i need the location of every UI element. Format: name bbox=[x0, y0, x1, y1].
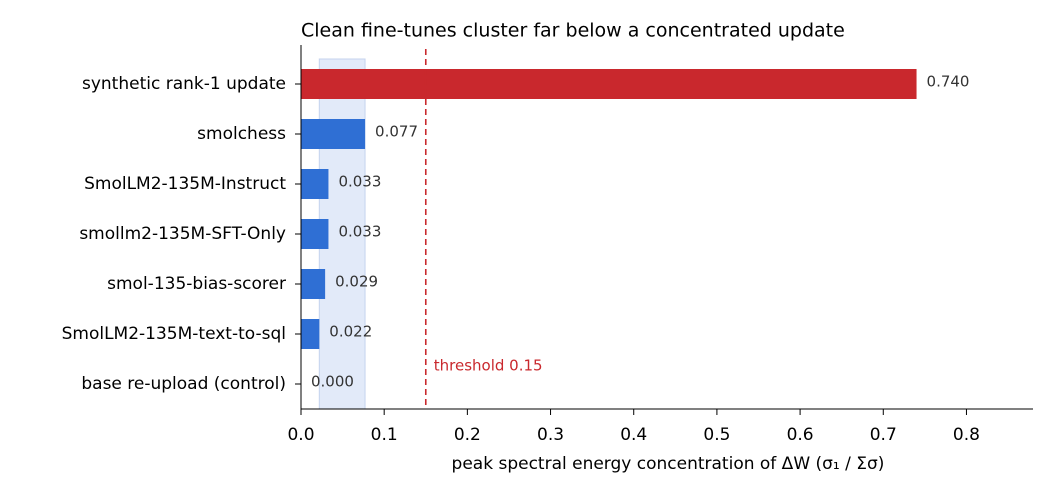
x-tick-label: 0.8 bbox=[953, 425, 980, 445]
x-tick-label: 0.2 bbox=[454, 425, 481, 445]
value-label: 0.033 bbox=[338, 173, 381, 191]
bar bbox=[301, 319, 320, 349]
bar bbox=[301, 169, 329, 199]
x-tick-label: 0.4 bbox=[620, 425, 647, 445]
y-tick-label: SmolLM2-135M-text-to-sql bbox=[62, 324, 286, 344]
x-tick-label: 0.0 bbox=[287, 425, 314, 445]
threshold-label: threshold 0.15 bbox=[434, 357, 543, 375]
value-label: 0.022 bbox=[329, 323, 372, 341]
x-tick-label: 0.3 bbox=[537, 425, 564, 445]
x-tick-label: 0.6 bbox=[787, 425, 814, 445]
bar bbox=[301, 69, 917, 99]
y-tick-label: SmolLM2-135M-Instruct bbox=[84, 174, 286, 194]
x-tick-label: 0.5 bbox=[703, 425, 730, 445]
x-tick-label: 0.1 bbox=[371, 425, 398, 445]
bar bbox=[301, 269, 326, 299]
y-tick-label: smollm2-135M-SFT-Only bbox=[79, 224, 286, 244]
value-label: 0.033 bbox=[338, 223, 381, 241]
chart-title: Clean fine-tunes cluster far below a con… bbox=[301, 20, 845, 42]
bar bbox=[301, 219, 329, 249]
x-axis-label: peak spectral energy concentration of ΔW… bbox=[452, 454, 885, 474]
value-label: 0.000 bbox=[311, 373, 354, 391]
bar bbox=[301, 119, 366, 149]
value-label: 0.740 bbox=[927, 73, 970, 91]
x-tick-label: 0.7 bbox=[870, 425, 897, 445]
y-tick-label: base re-upload (control) bbox=[81, 374, 286, 394]
value-label: 0.077 bbox=[375, 123, 418, 141]
value-label: 0.029 bbox=[335, 273, 378, 291]
y-tick-label: synthetic rank-1 update bbox=[82, 74, 286, 94]
y-tick-label: smolchess bbox=[197, 124, 286, 144]
y-tick-label: smol-135-bias-scorer bbox=[107, 274, 286, 294]
